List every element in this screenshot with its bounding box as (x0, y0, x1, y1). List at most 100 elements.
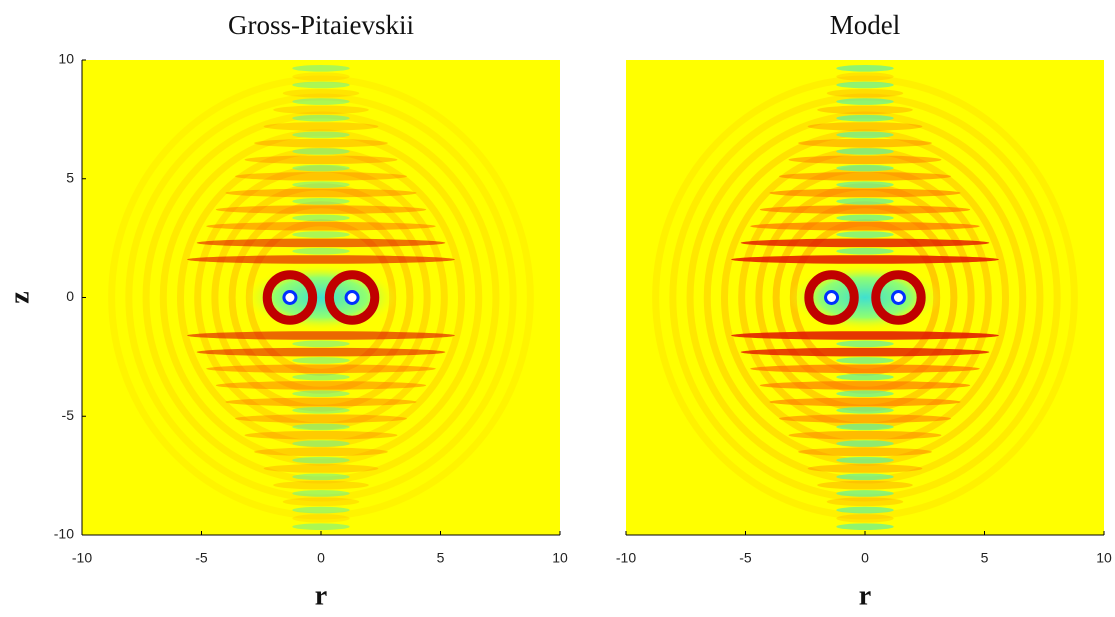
fringe-band (215, 205, 427, 214)
fringe-ring (228, 201, 414, 394)
fringe-ring (669, 93, 1061, 502)
fringe-band (244, 155, 398, 165)
vortex-ring (262, 270, 318, 325)
fringe-gap (292, 114, 350, 122)
fringe-band (798, 447, 932, 457)
fringe-gap (292, 81, 350, 89)
fringe-band (215, 381, 427, 390)
heatmap-field (82, 60, 560, 535)
x-tick-label: 10 (552, 550, 568, 566)
fringe-gap (836, 231, 894, 238)
fringe-band (769, 188, 961, 198)
fringe-gap (292, 98, 350, 105)
fringe-band (807, 464, 923, 473)
fringe-band (187, 255, 455, 264)
fringe-gap (292, 390, 350, 398)
fringe-band (206, 364, 436, 374)
fringe-band (807, 122, 923, 131)
fringe-gap (836, 81, 894, 89)
fringe-ring (652, 75, 1078, 520)
central-core (788, 264, 942, 331)
fringe-gap (292, 64, 350, 72)
y-axis-label: z (4, 291, 35, 303)
fringe-band (234, 172, 408, 181)
fringe-gap (836, 340, 894, 348)
fringe-band (206, 221, 436, 231)
x-tick-label: 10 (1096, 550, 1112, 566)
fringe-band (225, 397, 417, 407)
fringe-band (817, 480, 913, 490)
fringe-band (750, 364, 980, 374)
fringe-gap (836, 406, 894, 414)
fringe-band (292, 514, 350, 523)
fringe-band (740, 238, 990, 248)
fringe-gap (292, 214, 350, 222)
chart-title: Model (830, 10, 901, 40)
fringe-band (759, 205, 971, 214)
fringe-band (731, 331, 999, 340)
fringe-band (826, 497, 904, 507)
fringe-band (731, 255, 999, 264)
y-tick-label: -10 (54, 526, 74, 542)
fringe-gap (292, 131, 350, 139)
fringe-gap (836, 373, 894, 381)
fringe-band (778, 414, 952, 423)
y-tick-label: 10 (58, 51, 74, 67)
y-tick-label: 5 (66, 169, 74, 185)
x-tick-label: -10 (72, 550, 92, 566)
fringe-band (282, 497, 360, 507)
x-axis-label: r (859, 580, 871, 611)
fringe-band (225, 188, 417, 198)
fringe-band (196, 347, 446, 357)
fringe-band (282, 88, 360, 98)
x-axis-label: r (315, 580, 327, 611)
fringe-gap (292, 148, 350, 155)
y-tick-label: 0 (66, 288, 74, 304)
chart-title: Gross-Pitaievskii (228, 10, 414, 40)
fringe-band (750, 221, 980, 231)
x-tick-label: 0 (861, 550, 869, 566)
fringe-gap (292, 181, 350, 189)
fringe-gap (836, 357, 894, 364)
vortex (824, 290, 840, 305)
fringe-gap (292, 473, 350, 481)
fringe-gap (836, 390, 894, 398)
vortex (282, 290, 298, 305)
vortex (890, 290, 906, 305)
fringe-gap (836, 506, 894, 514)
vortex-ring (804, 270, 859, 325)
fringe-band (836, 514, 894, 523)
fringe-gap (292, 406, 350, 414)
fringe-band (244, 430, 398, 440)
fringe-gap (836, 473, 894, 481)
fringe-gap (292, 456, 350, 464)
fringe-band (263, 464, 379, 473)
fringe-ring (772, 201, 958, 394)
fringe-band (254, 138, 388, 148)
fringe-gap (292, 506, 350, 514)
fringe-gap (836, 423, 894, 431)
fringe-gap (292, 440, 350, 447)
fringe-gap (836, 64, 894, 72)
vortex (344, 290, 360, 305)
y-tick-label: -5 (62, 407, 75, 423)
fringe-gap (836, 131, 894, 139)
fringe-gap (292, 373, 350, 381)
vortex-ring (871, 270, 926, 325)
x-tick-label: 0 (317, 550, 325, 566)
x-tick-label: 5 (981, 550, 989, 566)
x-tick-label: -5 (195, 550, 208, 566)
fringe-gap (836, 148, 894, 155)
fringe-gap (292, 197, 350, 205)
fringe-band (187, 331, 455, 340)
fringe-band (798, 138, 932, 148)
fringe-band (826, 88, 904, 98)
central-core (244, 264, 398, 331)
fringe-band (836, 72, 894, 81)
x-tick-label: -5 (739, 550, 752, 566)
fringe-band (196, 238, 446, 248)
fringe-band (273, 105, 369, 115)
fringe-gap (292, 231, 350, 238)
fringe-band (273, 480, 369, 490)
